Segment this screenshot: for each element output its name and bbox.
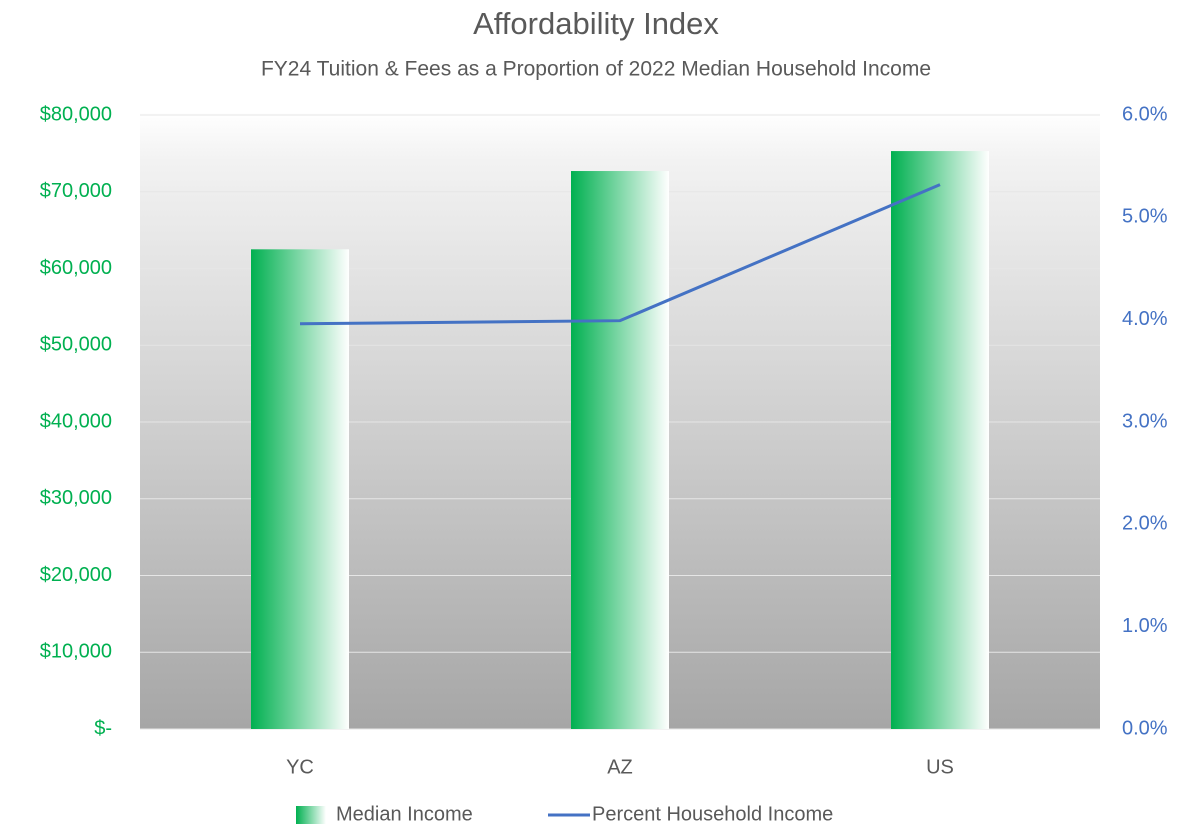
y-tick-label: $70,000 <box>40 180 112 202</box>
bar <box>571 171 669 730</box>
legend-swatch <box>296 806 326 824</box>
y-tick-label: $60,000 <box>40 257 112 279</box>
x-tick-label: AZ <box>607 756 633 778</box>
y-tick-label: $20,000 <box>40 564 112 586</box>
y-tick-label: $30,000 <box>40 487 112 509</box>
y2-tick-label: 5.0% <box>1122 206 1168 228</box>
y2-tick-label: 1.0% <box>1122 615 1168 637</box>
x-tick-label: US <box>926 756 954 778</box>
y2-tick-label: 2.0% <box>1122 513 1168 535</box>
y-tick-label: $80,000 <box>40 103 112 125</box>
chart-title: Affordability Index <box>473 6 719 41</box>
bar <box>891 151 989 729</box>
y-tick-label: $- <box>94 717 112 739</box>
line <box>299 183 941 326</box>
legend-label: Percent Household Income <box>592 803 833 825</box>
legend-label: Median Income <box>336 803 473 825</box>
y2-tick-label: 4.0% <box>1122 308 1168 330</box>
y2-tick-label: 3.0% <box>1122 410 1168 432</box>
x-tick-label: YC <box>286 756 314 778</box>
y2-tick-label: 0.0% <box>1122 717 1168 739</box>
y-tick-label: $10,000 <box>40 641 112 663</box>
y-tick-label: $40,000 <box>40 410 112 432</box>
bar <box>251 249 349 729</box>
y-tick-label: $50,000 <box>40 334 112 356</box>
y2-tick-label: 6.0% <box>1122 103 1168 125</box>
chart-subtitle: FY24 Tuition & Fees as a Proportion of 2… <box>261 58 931 81</box>
